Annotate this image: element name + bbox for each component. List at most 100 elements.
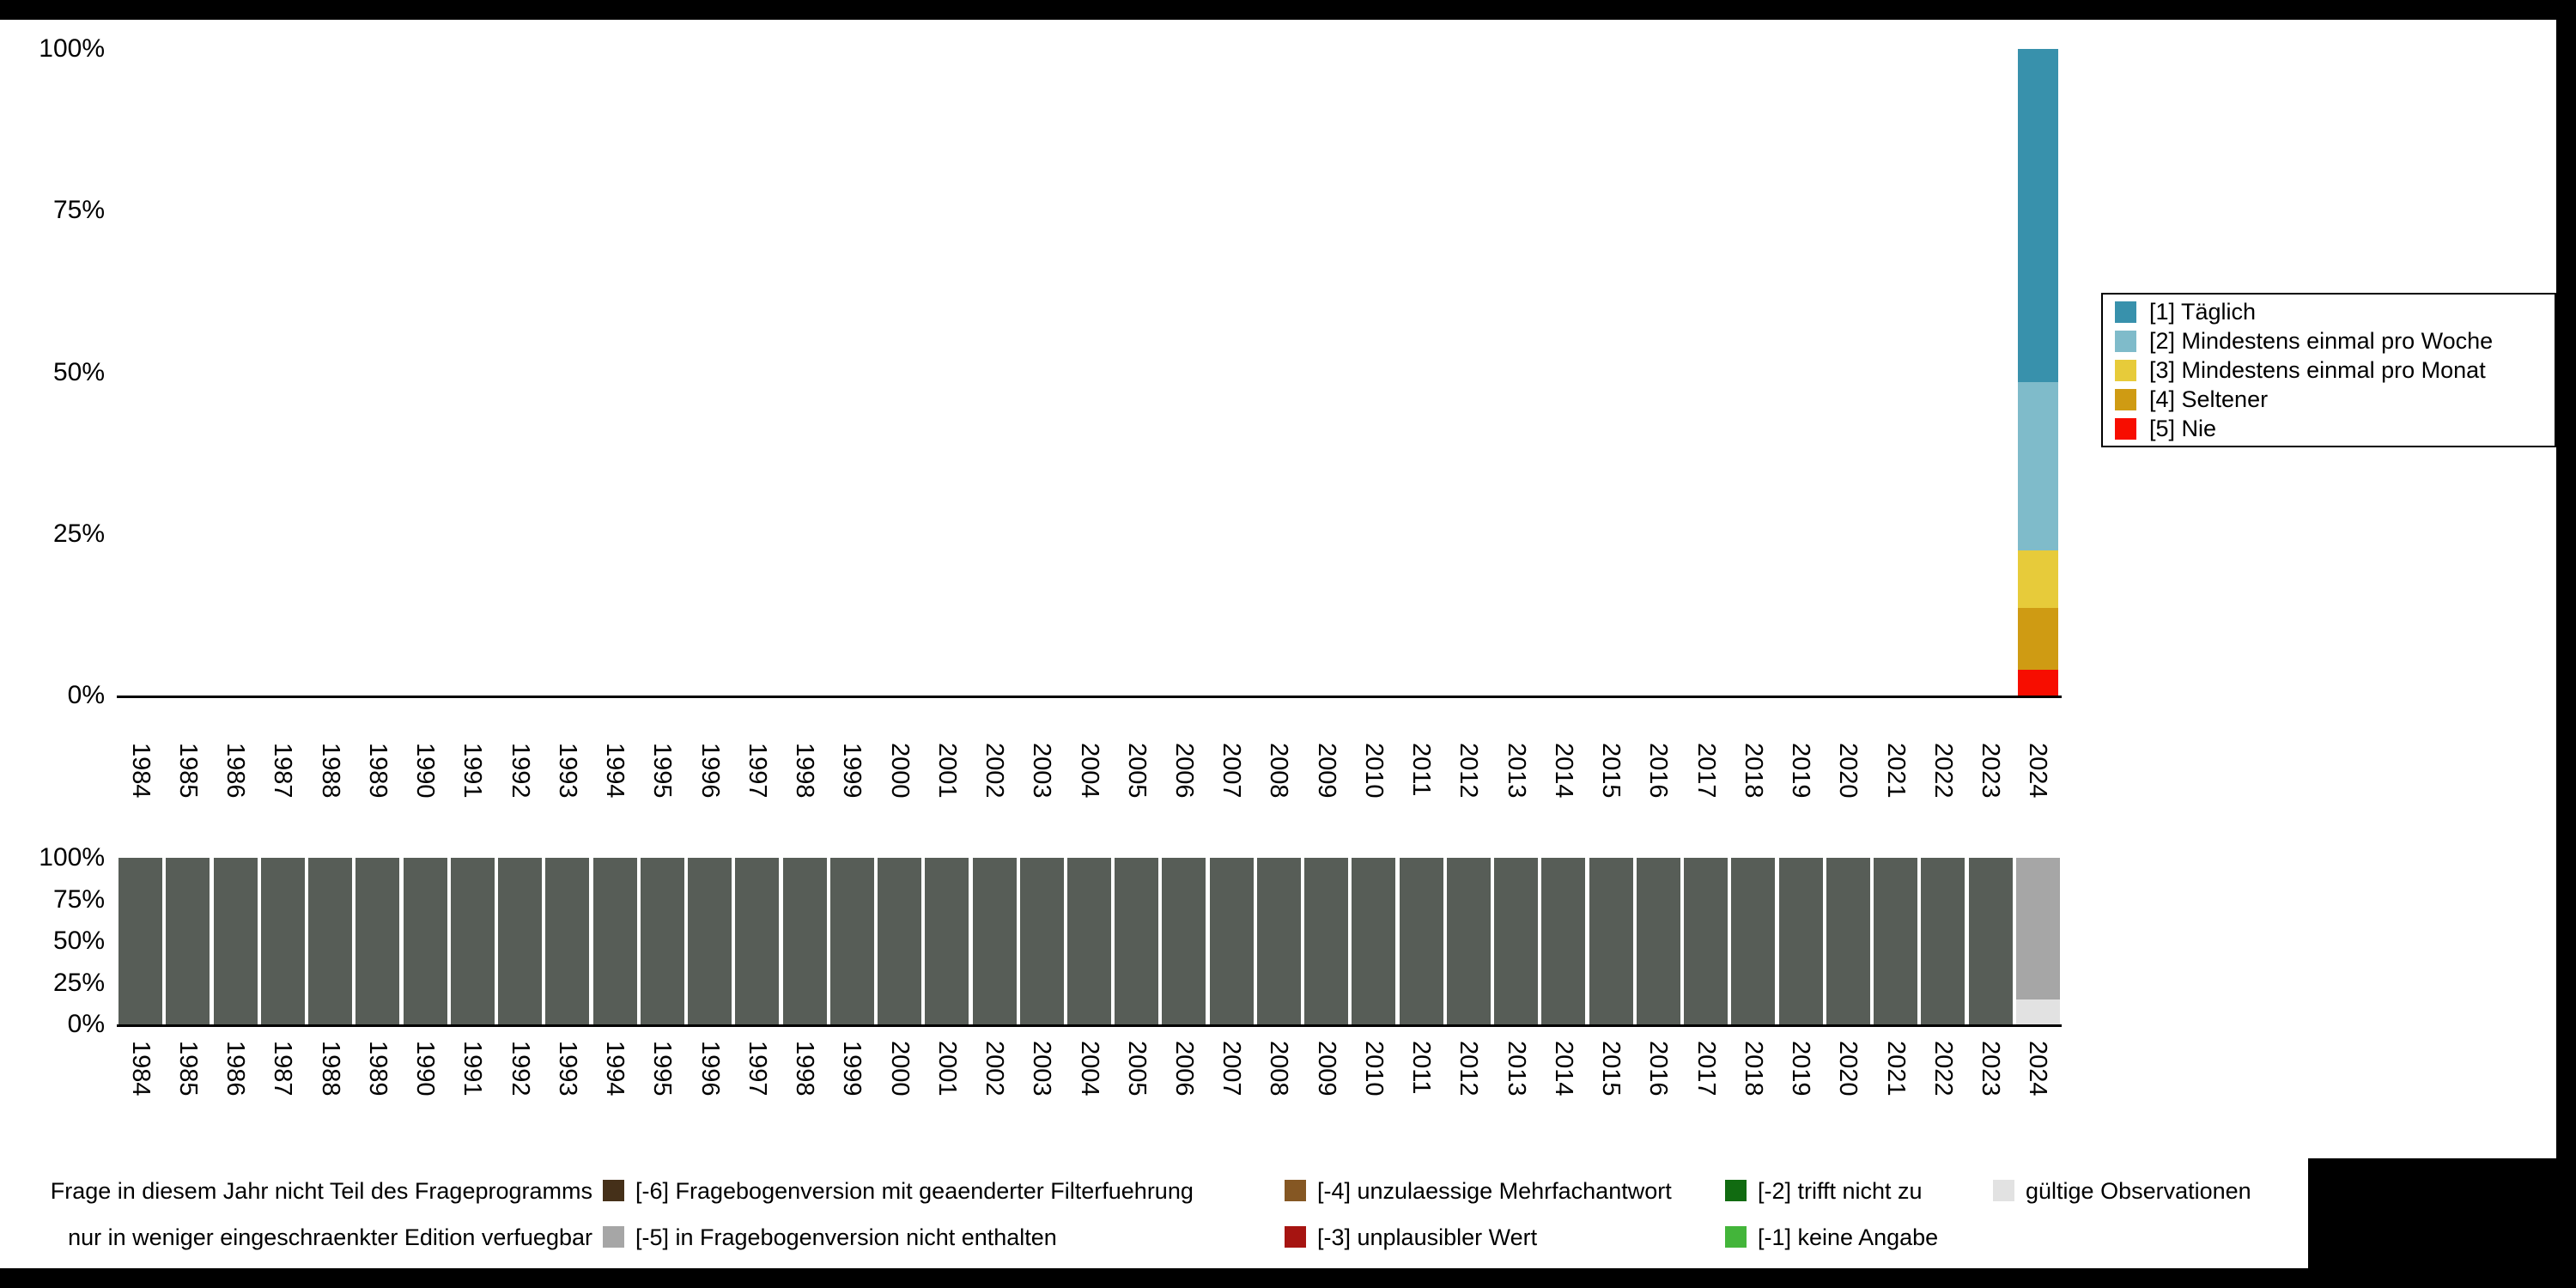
x-tick-label: 2023	[1977, 1041, 2005, 1097]
x-tick-label: 2008	[1265, 1041, 1293, 1097]
x-tick-label: 2018	[1739, 743, 1767, 799]
bar-segment	[213, 858, 258, 1024]
y-tick-label: 0%	[67, 681, 105, 709]
x-tick-label: 1998	[791, 743, 819, 799]
bar-segment	[1778, 858, 1823, 1024]
bar-segment	[1731, 858, 1776, 1024]
x-tick-label: 1992	[506, 1041, 534, 1097]
x-tick-label: 2000	[885, 1041, 914, 1097]
legend-label: [-2] trifft nicht zu	[1758, 1178, 1923, 1204]
x-tick-label: 2009	[1312, 1041, 1340, 1097]
x-tick-label: 1994	[601, 1041, 629, 1097]
bar-segment	[1162, 858, 1206, 1024]
x-tick-label: 1993	[553, 743, 581, 799]
x-tick-label: 2011	[1407, 743, 1436, 797]
x-tick-label: 1997	[743, 1041, 771, 1097]
legend-swatch	[1285, 1180, 1306, 1201]
legend-item: [3] Mindestens einmal pro Monat	[2115, 357, 2555, 383]
legend-swatch	[1993, 1180, 2014, 1201]
legend-label: [4] Seltener	[2149, 386, 2269, 412]
legend-label: [1] Täglich	[2149, 299, 2257, 325]
y-tick-label: 50%	[52, 357, 105, 386]
x-tick-label: 2019	[1787, 1041, 1815, 1097]
x-tick-label: 2011	[1407, 1041, 1436, 1095]
x-tick-label: 2007	[1218, 743, 1246, 799]
bar-segment	[1826, 858, 1870, 1024]
bar-segment	[1352, 858, 1396, 1024]
x-tick-label: 1991	[459, 743, 487, 799]
bar-segment	[688, 858, 732, 1024]
bar-segment	[735, 858, 780, 1024]
x-tick-label: 1995	[648, 743, 677, 799]
bar-segment	[1399, 858, 1443, 1024]
x-tick-label: 1986	[222, 743, 250, 799]
bar-segment	[2017, 608, 2058, 670]
x-tick-label: 1997	[743, 743, 771, 799]
x-tick-label: 1984	[126, 1041, 155, 1097]
x-axis-line	[117, 1024, 2062, 1027]
frequency-legend-box: [1] Täglich [2] Mindestens einmal pro Woc…	[2101, 293, 2556, 447]
legend-swatch	[603, 1226, 624, 1248]
x-tick-label: 1998	[791, 1041, 819, 1097]
bar-segment	[878, 858, 922, 1024]
bar-segment	[592, 858, 637, 1024]
x-tick-label: 2010	[1359, 743, 1388, 799]
x-tick-label: 1987	[269, 743, 297, 799]
x-tick-label: 2003	[1028, 743, 1056, 799]
x-tick-label: 2010	[1359, 1041, 1388, 1097]
legend-label: [-4] unzulaessige Mehrfachantwort	[1317, 1178, 1672, 1204]
bar-segment	[972, 858, 1017, 1024]
bar-segment	[308, 858, 353, 1024]
bar-segment	[403, 858, 447, 1024]
x-tick-label: 2021	[1881, 743, 1910, 799]
bar-segment	[498, 858, 543, 1024]
x-tick-label: 1988	[316, 1041, 344, 1097]
legend-label: [3] Mindestens einmal pro Monat	[2149, 357, 2486, 383]
bar-segment	[1494, 858, 1539, 1024]
bar-segment	[1921, 858, 1965, 1024]
bar-segment	[2017, 669, 2058, 696]
bar-segment	[1874, 858, 1918, 1024]
x-tick-label: 2017	[1692, 743, 1720, 799]
bar-segment	[166, 858, 210, 1024]
bar-segment	[2015, 858, 2060, 999]
bar-segment	[545, 858, 590, 1024]
x-tick-label: 2006	[1170, 1041, 1198, 1097]
x-tick-label: 2004	[1075, 1041, 1103, 1097]
x-tick-label: 2022	[1929, 1041, 1957, 1097]
x-tick-label: 2001	[933, 1041, 961, 1097]
bar-segment	[1256, 858, 1301, 1024]
x-tick-label: 2007	[1218, 1041, 1246, 1097]
x-tick-label: 2015	[1597, 1041, 1625, 1097]
x-tick-label: 1986	[222, 1041, 250, 1097]
legend-item: [1] Täglich	[2115, 299, 2555, 325]
x-tick-label: 1995	[648, 1041, 677, 1097]
x-tick-label: 1985	[173, 1041, 202, 1097]
x-axis-line	[117, 696, 2062, 698]
legend-item: [5] Nie	[2115, 416, 2555, 441]
legend-swatch	[603, 1180, 624, 1201]
x-tick-label: 1989	[363, 743, 392, 799]
bar-segment	[2017, 49, 2058, 382]
x-tick-label: 1999	[838, 743, 866, 799]
bar-segment	[1446, 858, 1491, 1024]
bar-segment	[1589, 858, 1633, 1024]
x-tick-label: 1996	[696, 1041, 724, 1097]
bar-segment	[1067, 858, 1111, 1024]
x-tick-label: 1988	[316, 743, 344, 799]
x-tick-label: 2003	[1028, 1041, 1056, 1097]
x-tick-label: 1990	[411, 743, 440, 799]
x-tick-label: 2019	[1787, 743, 1815, 799]
bar-segment	[260, 858, 305, 1024]
x-tick-label: 2005	[1122, 1041, 1151, 1097]
bar-segment	[2015, 999, 2060, 1024]
legend-swatch	[2115, 417, 2136, 440]
y-tick-label: 25%	[52, 968, 105, 997]
bar-segment	[118, 858, 163, 1024]
x-tick-label: 1987	[269, 1041, 297, 1097]
y-tick-label: 100%	[39, 843, 105, 872]
x-tick-label: 1991	[459, 1041, 487, 1097]
x-tick-label: 2004	[1075, 743, 1103, 799]
x-tick-label: 1999	[838, 1041, 866, 1097]
